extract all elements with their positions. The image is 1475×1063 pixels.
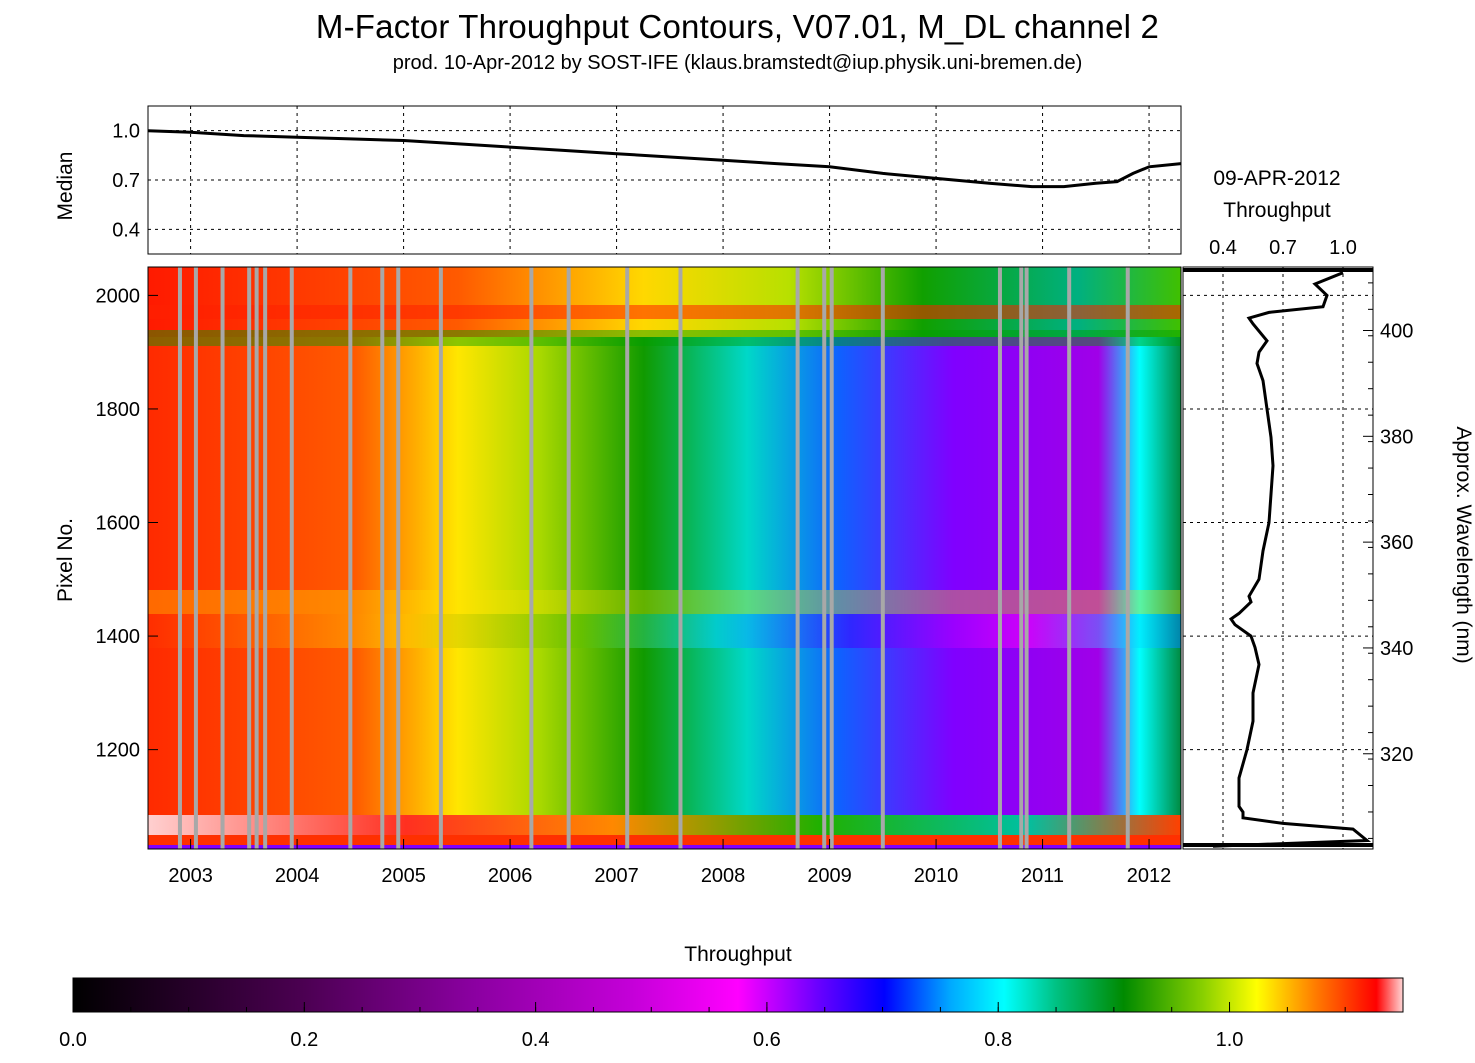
heatmap-xtick-label: 2004 (275, 865, 320, 887)
data-gap-line (1125, 267, 1130, 849)
profile-gridlines (1183, 267, 1373, 849)
profile-xtick-label: 0.7 (1269, 237, 1297, 259)
heatmap-xtick-label: 2012 (1127, 865, 1172, 887)
data-gap-line (625, 267, 630, 849)
data-gap-line (247, 267, 252, 849)
heatmap-ylabel: Pixel No. (54, 518, 77, 602)
colorbar-tick-label: 0.4 (522, 1029, 550, 1051)
median-ylabel: Median (54, 152, 77, 221)
profile-plot-frame (1182, 266, 1374, 850)
data-gap-line (348, 267, 353, 849)
contour-panel: 1200 1400 1600 1800 2000 2003 2004 2005 2006 2007… (54, 266, 1182, 887)
heatmap-xtick-label: 2003 (168, 865, 213, 887)
chart-subtitle: prod. 10-Apr-2012 by SOST-IFE (klaus.bra… (392, 52, 1083, 74)
data-gap-line (177, 267, 182, 849)
data-gap-line (997, 267, 1002, 849)
data-gap-lines (177, 267, 1130, 849)
profile-wl-tick-label: 320 (1380, 744, 1413, 766)
colorbar-tick-label: 1.0 (1216, 1029, 1244, 1051)
colorbar-tick-label: 0.6 (753, 1029, 781, 1051)
median-series-line (147, 129, 1182, 189)
heatmap-xtick-label: 2006 (488, 865, 533, 887)
heatmap-ytick-label: 1400 (96, 626, 141, 648)
data-gap-line (289, 267, 294, 849)
data-gap-line (1024, 267, 1029, 849)
colorbar: Throughput 0.0 0.2 0.4 0.6 0.8 1.0 (59, 943, 1404, 1051)
heatmap-field (148, 267, 1181, 849)
profile-xtick-label: 0.4 (1209, 237, 1237, 259)
data-gap-line (396, 267, 401, 849)
data-gap-line (822, 267, 827, 849)
data-gap-line (529, 267, 534, 849)
profile-ylabel: Approx. Wavelength (nm) (1452, 426, 1475, 663)
data-gap-line (193, 267, 198, 849)
chart-title: M-Factor Throughput Contours, V07.01, M_… (315, 8, 1160, 45)
heatmap-xtick-label: 2008 (701, 865, 746, 887)
profile-wl-tick-label: 340 (1380, 638, 1413, 660)
profile-wl-tick-label: 400 (1380, 320, 1413, 342)
median-panel: 0.4 0.7 1.0 Median (54, 105, 1182, 255)
colorbar-gradient (72, 977, 1404, 1013)
heatmap-ytick-label: 1800 (96, 399, 141, 421)
heatmap-xtick-label: 2005 (381, 865, 426, 887)
data-gap-line (263, 267, 268, 849)
data-gap-line (1019, 267, 1024, 849)
data-gap-line (254, 267, 259, 849)
data-gap-line (1067, 267, 1072, 849)
data-gap-line (220, 267, 225, 849)
profile-tick-labels: 0.4 0.7 1.0 320 340 360 380 400 (1209, 237, 1413, 839)
data-gap-line (829, 267, 834, 849)
heatmap-tick-labels: 1200 1400 1600 1800 2000 2003 2004 2005 2006 2007… (96, 285, 1172, 887)
profile-date-title: 09-APR-2012 (1213, 167, 1340, 190)
median-ytick-label: 1.0 (112, 121, 140, 143)
profile-series-line (1212, 271, 1372, 848)
profile-wl-tick-label: 380 (1380, 426, 1413, 448)
colorbar-ticks: 0.0 0.2 0.4 0.6 0.8 1.0 (59, 1002, 1346, 1051)
heatmap-xtick-label: 2009 (807, 865, 852, 887)
throughput-profile-panel: 0.4 0.7 1.0 320 340 360 380 400 09-APR-2012 Thr… (1182, 167, 1475, 850)
profile-wl-tick-label: 360 (1380, 532, 1413, 554)
colorbar-tick-label: 0.0 (59, 1029, 87, 1051)
heatmap-ytick-label: 1200 (96, 740, 141, 762)
heatmap-ytick-label: 1600 (96, 513, 141, 535)
median-ytick-label: 0.7 (112, 170, 140, 192)
data-gap-line (795, 267, 800, 849)
profile-xlabel: Throughput (1223, 199, 1331, 222)
heatmap-ytick-label: 2000 (96, 285, 141, 307)
data-gap-line (438, 267, 443, 849)
median-tick-labels: 0.4 0.7 1.0 (112, 121, 140, 242)
colorbar-tick-label: 0.2 (290, 1029, 318, 1051)
colorbar-label: Throughput (684, 943, 792, 966)
data-gap-line (566, 267, 571, 849)
profile-xtick-label: 1.0 (1329, 237, 1357, 259)
median-ytick-label: 0.4 (112, 219, 140, 241)
heatmap-xtick-label: 2011 (1021, 865, 1064, 887)
median-plot-frame (147, 105, 1182, 255)
heatmap-xtick-label: 2007 (594, 865, 639, 887)
heatmap-xtick-label: 2010 (914, 865, 959, 887)
colorbar-tick-label: 0.8 (984, 1029, 1012, 1051)
data-gap-line (880, 267, 885, 849)
heatmap-plot-frame (147, 266, 1182, 850)
data-gap-line (678, 267, 683, 849)
data-gap-line (380, 267, 385, 849)
